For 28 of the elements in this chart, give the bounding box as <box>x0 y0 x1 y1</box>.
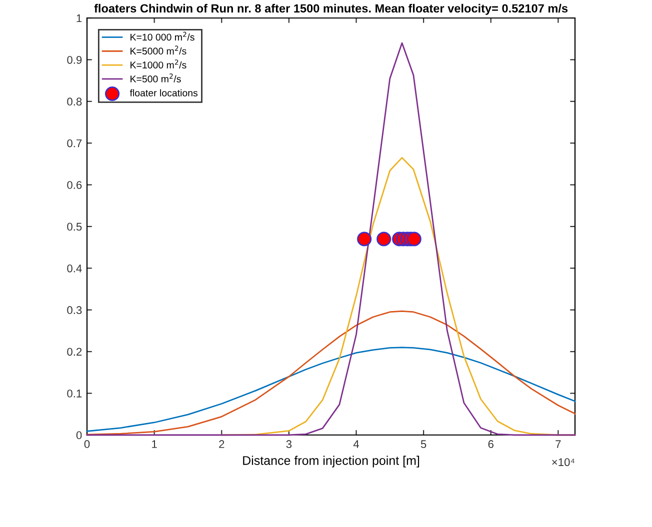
legend-label: K=1000 m$^{2}$/s <box>130 60 186 68</box>
x-tick-label: 2 <box>219 440 224 448</box>
y-tick-label: 0.5 <box>67 222 82 231</box>
text: ×10⁴ <box>552 458 574 466</box>
x-tick-label: 3 <box>286 440 292 448</box>
y-tick-label: 0.9 <box>67 56 82 64</box>
y-tick-label: 0.8 <box>67 98 82 106</box>
legend-label: floater locations <box>130 89 198 96</box>
y-tick-label: 0.6 <box>67 181 82 189</box>
line-series <box>86 346 576 432</box>
y-tick-label: 0.3 <box>67 306 82 314</box>
legend-label: K=500 m$^{2}$/s <box>130 74 181 82</box>
y-tick-label: 0.2 <box>67 348 82 356</box>
chart-title: floaters Chindwin of Run nr. 8 after 1500 minutes. Mean floater velocity= 0.52107 m/s <box>94 4 568 15</box>
x-tick-label: 4 <box>353 440 360 448</box>
y-tick-label: 0.7 <box>67 139 82 148</box>
y-tick-label: 1 <box>76 14 82 22</box>
x-tick-label: 0 <box>84 440 90 448</box>
legend-label: K=10 000 m$^{2}$/s <box>130 32 194 41</box>
x-tick-label: 1 <box>152 440 157 448</box>
x-tick-label: 6 <box>488 440 494 448</box>
y-tick-label: 0.4 <box>67 264 82 272</box>
x-axis-title: Distance from injection point [m] <box>243 456 420 468</box>
x-tick-label: 5 <box>420 440 426 448</box>
x-tick-label: 7 <box>556 440 561 448</box>
legend-label: K=5000 m$^{2}$/s <box>130 46 186 55</box>
y-tick-label: 0 <box>76 431 82 440</box>
y-tick-label: 0.1 <box>67 390 82 398</box>
